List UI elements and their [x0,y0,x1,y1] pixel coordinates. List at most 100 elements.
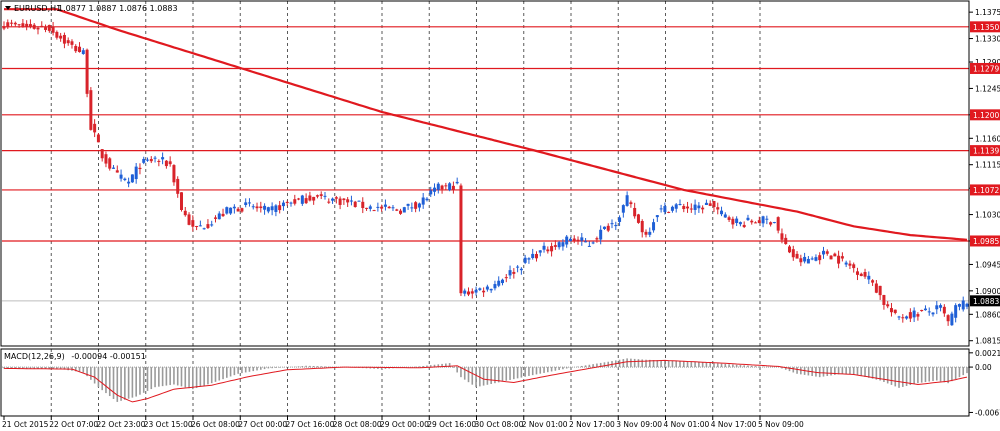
candle-body [304,198,308,204]
candle-body [293,199,297,204]
price-tick-label: 1.1160 [975,134,1000,143]
candle-body [346,199,350,203]
candle-body [497,280,501,286]
candle-body [576,239,580,241]
candle-body [878,285,882,296]
candle-body [127,181,131,184]
candle-body [553,245,557,247]
price-tick-label: 1.1290 [975,58,1000,67]
candle-body [149,159,153,162]
candle-body [939,305,943,308]
macd-axis[interactable]: 0.00213 0.00 -0.00677 [969,349,1000,418]
candle-body [225,207,229,214]
candle-body [130,174,134,183]
candle-body [198,225,202,227]
candle-body [561,242,565,247]
candle-body [738,222,742,225]
candle-body [410,207,414,209]
horizontal-levels [2,26,969,242]
candle-body [814,257,818,261]
macd-vertical-grid [50,349,761,416]
price-tick-label: 1.1030 [975,211,1000,220]
candle-body [489,288,493,291]
candle-body [138,167,142,170]
candle-body [365,207,369,209]
candle-body [776,217,780,231]
candle-body [153,157,157,159]
time-tick-label: 26 Oct 08:00 [191,420,240,429]
candle-body [376,206,380,208]
candle-body [640,220,644,233]
candle-body [17,24,21,26]
candle-body [172,165,176,183]
candlestick-series [2,18,969,326]
candle-body [372,210,376,212]
candle-body [300,195,304,204]
time-tick-label: 2 Nov 17:00 [569,420,615,429]
candle-body [920,309,924,312]
price-axis[interactable]: 1.1375 1.1330 1.1290 1.1245 1.1200 1.1160 1.11… [969,8,1000,346]
candle-body [112,167,116,169]
candle-body [686,206,690,209]
candle-body [893,309,897,313]
candle-body [844,262,848,265]
candle-body [463,290,467,294]
candle-body [2,26,6,29]
candle-body [187,214,191,225]
candle-body [285,201,289,203]
candle-body [863,272,867,277]
candle-body [334,197,338,199]
candle-body [965,303,969,307]
candle-body [21,23,25,28]
candle-body [795,253,799,259]
candle-body [6,22,10,28]
macd-label-values: -0.00094 -0.00151 [71,352,145,361]
candle-body [142,158,146,163]
dropdown-arrow-icon[interactable] [5,6,11,10]
level-price-label: 1.1139 [973,147,999,156]
candle-body [942,306,946,314]
candle-body [349,200,353,202]
candle-body [731,218,735,225]
candle-body [391,207,395,209]
candle-body [587,245,591,247]
price-tick-label: 1.0900 [975,287,1000,296]
candle-body [931,312,935,315]
candle-body [659,208,663,210]
candle-body [51,26,55,33]
price-tick-label: 1.1375 [975,8,1000,17]
candle-body [818,255,822,261]
candle-body [406,203,410,206]
candle-body [689,208,693,210]
candle-body [810,258,814,260]
candle-body [542,245,546,250]
candle-body [572,238,576,241]
candle-body [652,222,656,231]
candle-body [263,205,267,210]
candle-body [923,308,927,311]
level-price-box [970,235,1000,247]
candle-body [353,201,357,208]
candle-body [723,214,727,218]
candle-body [954,305,958,318]
candle-body [210,224,214,226]
time-tick-label: 27 Oct 00:00 [238,420,287,429]
candle-body [440,185,444,190]
candle-body [568,238,572,242]
candle-body [674,204,678,209]
candle-body [289,202,293,204]
time-tick-label: 3 Nov 09:00 [616,420,662,429]
level-price-label: 1.1279 [973,64,999,73]
candle-body [270,206,274,211]
candle-body [946,315,950,322]
candle-body [221,213,225,217]
candle-body [614,225,618,227]
candle-body [183,210,187,216]
candle-body [179,192,183,210]
candle-body [867,275,871,280]
candle-body [591,242,595,244]
candle-body [474,289,478,293]
candle-body [791,249,795,258]
candle-body [663,206,667,213]
